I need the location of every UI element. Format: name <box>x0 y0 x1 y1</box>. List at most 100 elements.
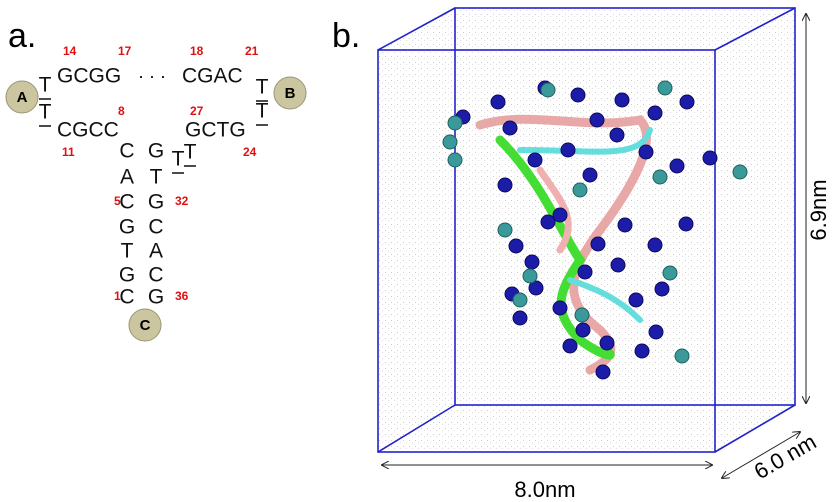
ion <box>678 216 694 232</box>
ion <box>582 167 598 183</box>
position-number: 21 <box>245 44 259 58</box>
ion <box>540 214 556 230</box>
stem-base: A <box>120 166 134 189</box>
stem-base: C <box>119 286 134 309</box>
ion <box>575 322 591 338</box>
position-number: 8 <box>118 104 125 118</box>
ion <box>599 335 615 351</box>
position-number: 27 <box>190 104 204 118</box>
ion <box>610 257 626 273</box>
panel-b: b. 8.0nm 6.0 nm 6.9nm <box>332 7 831 502</box>
ion <box>512 310 528 326</box>
ion <box>669 158 685 174</box>
loop-circle <box>5 80 39 114</box>
stem-base: G <box>119 264 135 287</box>
ion <box>614 92 630 108</box>
position-number: 36 <box>175 289 189 303</box>
stem-base: A <box>149 240 163 263</box>
loop-base: T <box>184 141 197 164</box>
loop-circle <box>128 308 162 342</box>
ion <box>490 94 506 110</box>
panel-label: a. <box>8 17 36 55</box>
ion <box>447 152 463 168</box>
ion <box>560 142 576 158</box>
ion <box>590 236 606 252</box>
ion <box>589 112 605 128</box>
strand: GCTG <box>185 119 246 142</box>
stem-base: C <box>148 216 163 239</box>
position-number: 17 <box>118 44 132 58</box>
ion <box>647 237 663 253</box>
stem-base: C <box>119 191 134 214</box>
ion <box>527 152 543 168</box>
ion <box>657 80 673 96</box>
ion <box>595 364 611 380</box>
ion <box>647 105 663 121</box>
ion <box>572 182 588 198</box>
ion <box>442 134 458 150</box>
stem-base: T <box>150 166 163 189</box>
position-number: 18 <box>190 44 204 58</box>
ion <box>652 169 668 185</box>
ion <box>609 127 625 143</box>
ion <box>702 150 718 166</box>
ion <box>674 348 690 364</box>
ion <box>679 94 695 110</box>
ion <box>524 254 540 270</box>
position-number: 5 <box>114 194 121 208</box>
stem-base: C <box>148 264 163 287</box>
ion <box>577 264 593 280</box>
loop-label: A <box>17 89 28 106</box>
position-number: 14 <box>63 44 77 58</box>
ion <box>497 222 513 238</box>
stem-base: T <box>121 240 134 263</box>
ion <box>570 87 586 103</box>
position-number: 24 <box>243 145 257 159</box>
strand: CGCC <box>57 119 119 142</box>
gap-dots: · · · <box>138 66 166 86</box>
stem-base: G <box>148 191 164 214</box>
ion <box>497 177 513 193</box>
ion <box>562 338 578 354</box>
loop-base: T <box>172 148 185 171</box>
ion <box>540 82 556 98</box>
dimension-label: 8.0nm <box>514 477 575 502</box>
stem-base: C <box>119 140 134 163</box>
dimension-arrows <box>382 14 806 478</box>
stem-base: G <box>148 286 164 309</box>
position-number: 1 <box>114 289 121 303</box>
ion <box>522 268 538 284</box>
dimension-label: 6.0 nm <box>750 429 821 484</box>
loop-base: T <box>256 76 269 99</box>
ion <box>502 120 518 136</box>
ion <box>447 115 463 131</box>
strand: CGAC <box>182 65 243 88</box>
loop-base: T <box>39 101 52 124</box>
ion <box>528 280 544 296</box>
box-edges <box>377 7 796 453</box>
position-number: 11 <box>62 145 75 159</box>
ion <box>508 238 524 254</box>
loop-base: T <box>39 74 52 97</box>
stem-base: G <box>119 216 135 239</box>
ion <box>512 292 528 308</box>
ion <box>638 144 654 160</box>
ion <box>654 281 670 297</box>
ion <box>628 292 644 308</box>
ion <box>552 207 568 223</box>
loop-base: T <box>256 100 269 123</box>
panel-label: b. <box>332 17 360 55</box>
position-number: 32 <box>175 194 189 208</box>
water-box <box>378 8 795 452</box>
ion <box>732 164 748 180</box>
ion <box>574 307 590 323</box>
ion <box>617 217 633 233</box>
stem-base: G <box>148 140 164 163</box>
ion <box>552 300 568 316</box>
loop-label: B <box>285 85 296 102</box>
ion <box>648 324 664 340</box>
ions <box>442 80 748 380</box>
ion <box>634 343 650 359</box>
